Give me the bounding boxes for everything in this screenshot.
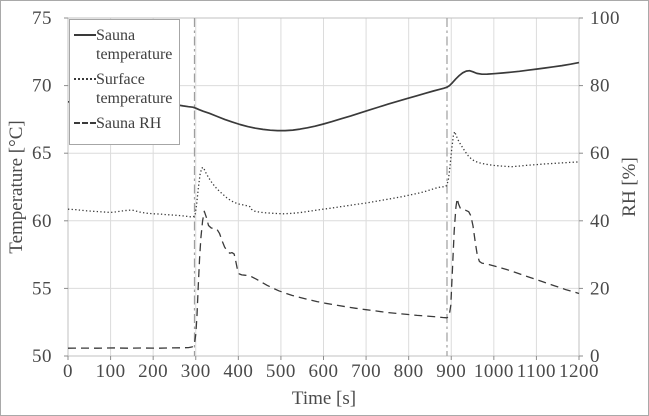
right-y-tick-label: 20	[590, 278, 610, 299]
left-y-tick-label: 50	[32, 346, 52, 367]
x-tick-label: 500	[266, 361, 296, 382]
legend-line-sample-dashed	[74, 122, 96, 124]
left-y-tick-label: 60	[32, 211, 52, 232]
right-y-tick-label: 0	[590, 346, 600, 367]
x-tick-label: 100	[96, 361, 126, 382]
legend-label: Surface temperature	[96, 71, 173, 107]
legend-label: Sauna RH	[96, 115, 162, 132]
right-y-tick-label: 60	[590, 143, 610, 164]
x-tick-label: 600	[309, 361, 339, 382]
x-tick-label: 1100	[517, 361, 556, 382]
series-line-sauna-temperature	[67, 61, 580, 132]
left-y-tick-label: 75	[32, 8, 52, 29]
series-line-surface-temperature	[67, 130, 580, 218]
x-tick-label: 0	[63, 361, 73, 382]
right-y-tick-label: 40	[590, 211, 610, 232]
x-tick-label: 400	[223, 361, 253, 382]
legend-entry-surface-temperature: Surface temperature	[74, 70, 177, 108]
x-tick-label: 200	[138, 361, 168, 382]
legend-line-sample-dotted	[74, 78, 96, 80]
left-y-tick-label: 55	[32, 278, 52, 299]
x-tick-label: 1200	[559, 361, 599, 382]
right-axis-title: RH [%]	[619, 157, 640, 217]
left-y-tick-label: 65	[32, 143, 52, 164]
left-y-tick-label: 70	[32, 76, 52, 97]
right-y-tick-label: 80	[590, 76, 610, 97]
x-tick-label: 300	[181, 361, 211, 382]
x-axis-title: Time [s]	[291, 388, 357, 409]
x-tick-label: 800	[394, 361, 424, 382]
left-axis-title: Temperature [°C]	[6, 120, 27, 254]
legend-entry-sauna-temperature: Sauna temperature	[74, 26, 177, 64]
legend-label: Sauna temperature	[96, 27, 173, 63]
x-tick-label: 1000	[474, 361, 514, 382]
x-tick-label: 700	[351, 361, 381, 382]
legend-entry-sauna-rh: Sauna RH	[74, 114, 177, 133]
right-y-tick-label: 100	[590, 8, 620, 29]
chart-legend: Sauna temperature Surface temperature Sa…	[69, 19, 180, 145]
x-tick-label: 900	[436, 361, 466, 382]
legend-line-sample-solid	[74, 34, 96, 36]
